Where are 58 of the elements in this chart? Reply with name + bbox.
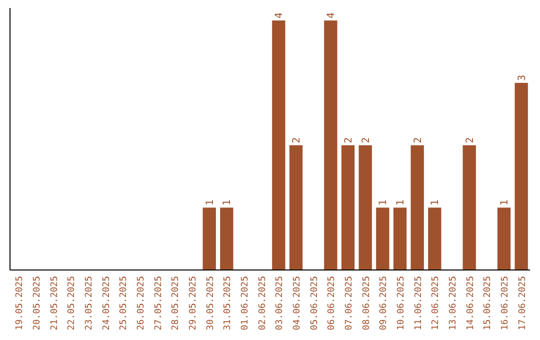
data-label: 1 bbox=[396, 200, 406, 206]
bar bbox=[462, 145, 476, 270]
x-tick-label: 31.05.2025 bbox=[223, 276, 234, 330]
bar bbox=[202, 208, 216, 270]
bar bbox=[393, 208, 407, 270]
bar bbox=[341, 145, 355, 270]
x-tick-label: 02.06.2025 bbox=[258, 276, 268, 330]
x-tick-label: 07.06.2025 bbox=[344, 276, 354, 330]
data-label: 1 bbox=[378, 200, 390, 206]
x-tick-label: 09.06.2025 bbox=[379, 276, 390, 330]
x-tick-label: 27.05.2025 bbox=[154, 276, 164, 330]
x-tick-label: 12.06.2025 bbox=[431, 276, 442, 330]
x-tick-label: 19.05.2025 bbox=[15, 276, 26, 330]
data-label: 2 bbox=[360, 137, 372, 144]
data-label: 4 bbox=[326, 12, 338, 18]
data-label: 1 bbox=[204, 200, 216, 206]
x-tick-label: 14.06.2025 bbox=[466, 276, 476, 330]
x-tick-label: 16.06.2025 bbox=[500, 276, 510, 330]
x-tick-label: 30.05.2025 bbox=[206, 276, 216, 330]
x-tick-label: 24.05.2025 bbox=[102, 276, 112, 330]
data-label: 1 bbox=[222, 200, 234, 206]
data-label: 2 bbox=[344, 137, 354, 144]
data-label: 2 bbox=[412, 137, 424, 144]
x-tick-label: 05.06.2025 bbox=[310, 276, 320, 330]
bar bbox=[220, 208, 234, 270]
x-tick-label: 21.05.2025 bbox=[50, 276, 60, 330]
x-tick-label: 03.06.2025 bbox=[275, 276, 286, 330]
x-tick-label: 15.06.2025 bbox=[483, 276, 494, 330]
bar bbox=[358, 145, 372, 270]
data-label: 2 bbox=[292, 137, 302, 144]
bar bbox=[514, 82, 528, 270]
x-tick-label: 13.06.2025 bbox=[448, 276, 458, 330]
bar bbox=[289, 145, 303, 270]
x-tick-label: 26.05.2025 bbox=[136, 276, 146, 330]
x-tick-label: 11.06.2025 bbox=[414, 276, 424, 330]
x-tick-label: 20.05.2025 bbox=[32, 276, 42, 330]
x-tick-label: 17.06.2025 bbox=[518, 276, 528, 330]
x-tick-label: 08.06.2025 bbox=[362, 276, 372, 330]
bar bbox=[410, 145, 424, 270]
bar bbox=[376, 208, 390, 270]
data-label: 1 bbox=[500, 200, 510, 206]
bar bbox=[272, 20, 286, 270]
data-label: 4 bbox=[274, 12, 286, 18]
data-label: 3 bbox=[516, 74, 528, 81]
x-tick-label: 01.06.2025 bbox=[240, 276, 250, 330]
data-label: 2 bbox=[464, 137, 476, 144]
data-label: 1 bbox=[430, 200, 442, 206]
x-tick-label: 28.05.2025 bbox=[171, 276, 182, 330]
x-tick-label: 25.05.2025 bbox=[119, 276, 130, 330]
bar bbox=[324, 20, 338, 270]
x-tick-label: 22.05.2025 bbox=[67, 276, 78, 330]
bar bbox=[497, 208, 511, 270]
x-tick-label: 29.05.2025 bbox=[188, 276, 198, 330]
bar bbox=[428, 208, 442, 270]
x-tick-label: 04.06.2025 bbox=[292, 276, 302, 330]
x-tick-label: 10.06.2025 bbox=[396, 276, 406, 330]
x-tick-label: 23.05.2025 bbox=[84, 276, 94, 330]
x-tick-label: 06.06.2025 bbox=[327, 276, 338, 330]
